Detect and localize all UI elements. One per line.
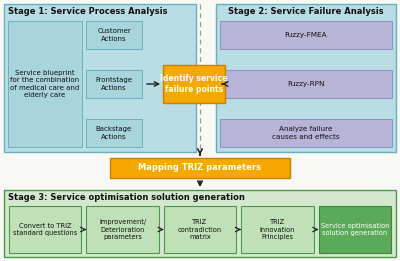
Bar — [86, 119, 142, 147]
Bar — [220, 70, 392, 98]
Text: Identify service
failure points: Identify service failure points — [160, 74, 228, 94]
Text: Backstage
Actions: Backstage Actions — [96, 126, 132, 140]
Bar — [9, 206, 82, 253]
Bar — [216, 4, 396, 152]
Text: TRIZ
contradiction
matrix: TRIZ contradiction matrix — [178, 219, 222, 240]
Bar — [86, 70, 142, 98]
Text: Stage 2: Service Failure Analysis: Stage 2: Service Failure Analysis — [228, 8, 384, 16]
Bar — [86, 206, 159, 253]
Text: Mapping TRIZ parameters: Mapping TRIZ parameters — [138, 163, 262, 173]
Text: Fuzzy-RPN: Fuzzy-RPN — [287, 81, 325, 87]
Bar — [241, 206, 314, 253]
Bar — [220, 119, 392, 147]
Bar — [86, 21, 142, 49]
Text: Stage 3: Service optimisation solution generation: Stage 3: Service optimisation solution g… — [8, 193, 245, 203]
Bar — [8, 21, 82, 147]
Bar — [4, 190, 396, 257]
Text: Analyze failure
causes and effects: Analyze failure causes and effects — [272, 126, 340, 140]
Bar — [319, 206, 391, 253]
Bar — [4, 4, 196, 152]
Bar — [164, 206, 236, 253]
Text: Fuzzy-FMEA: Fuzzy-FMEA — [285, 32, 327, 38]
Text: Convert to TRIZ
standard questions: Convert to TRIZ standard questions — [13, 223, 77, 236]
Text: TRIZ
Innovation
Principles: TRIZ Innovation Principles — [260, 219, 295, 240]
Bar — [163, 65, 225, 103]
Text: Service blueprint
for the combination
of medical care and
elderly care: Service blueprint for the combination of… — [10, 70, 80, 98]
Text: Improvement/
Deterioration
parameters: Improvement/ Deterioration parameters — [99, 219, 146, 240]
Text: Stage 1: Service Process Analysis: Stage 1: Service Process Analysis — [8, 8, 168, 16]
Text: Customer
Actions: Customer Actions — [97, 28, 131, 42]
Text: Frontstage
Actions: Frontstage Actions — [96, 77, 132, 91]
Text: Service optimisation
solution generation: Service optimisation solution generation — [321, 223, 389, 236]
Bar — [110, 158, 290, 178]
Bar — [220, 21, 392, 49]
